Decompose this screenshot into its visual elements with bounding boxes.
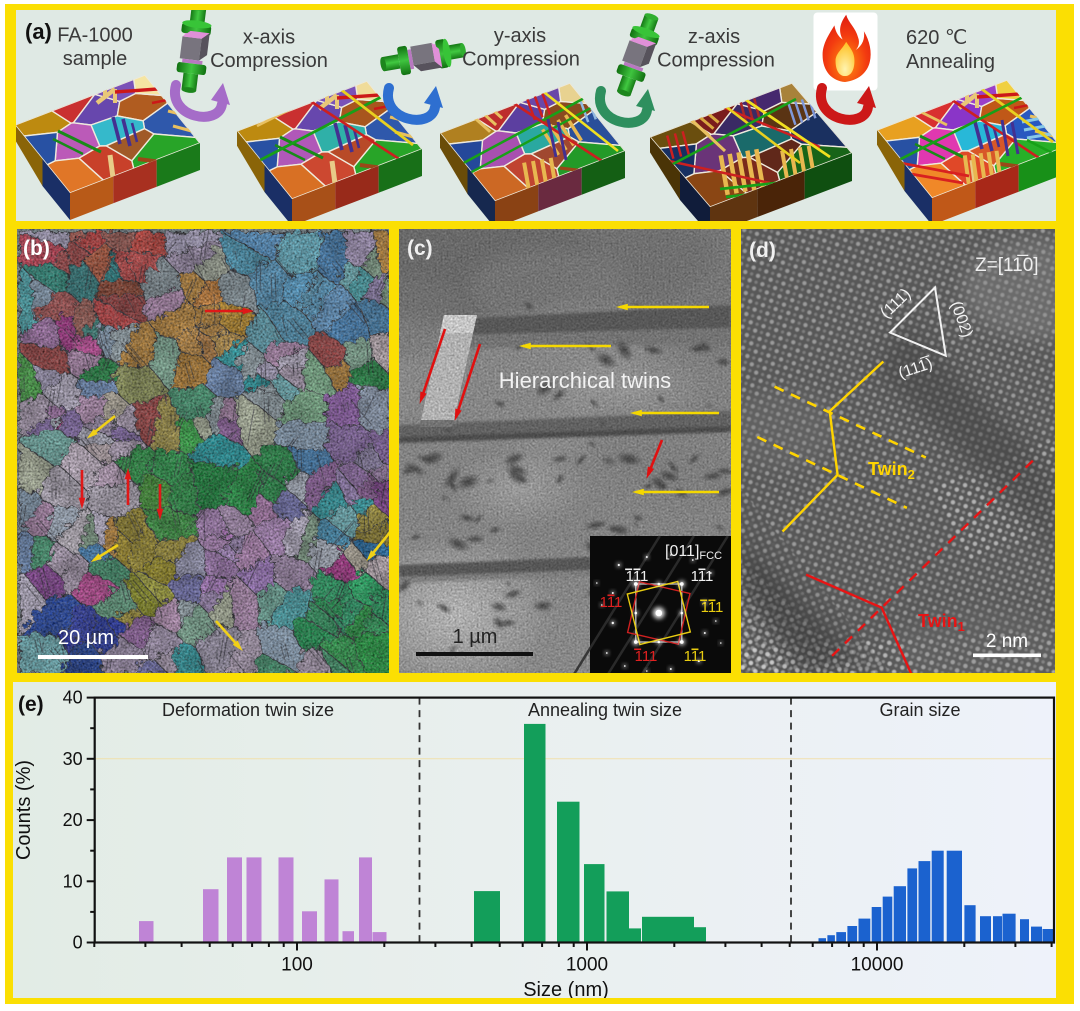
svg-text:111: 111 xyxy=(626,568,649,585)
svg-text:Hierarchical twins: Hierarchical twins xyxy=(499,368,671,393)
svg-text:Annealing: Annealing xyxy=(906,51,995,73)
svg-text:Size (nm): Size (nm) xyxy=(523,979,609,998)
svg-text:(d): (d) xyxy=(749,239,776,262)
svg-text:10: 10 xyxy=(63,871,83,891)
svg-text:z-axis: z-axis xyxy=(688,26,740,48)
svg-text:111: 111 xyxy=(635,648,658,665)
svg-text:Compression: Compression xyxy=(657,50,775,72)
svg-text:20: 20 xyxy=(63,810,83,830)
svg-text:111: 111 xyxy=(684,648,707,665)
svg-text:Compression: Compression xyxy=(462,49,580,71)
svg-text:111: 111 xyxy=(701,599,724,616)
svg-text:Grain size: Grain size xyxy=(879,700,960,720)
svg-text:Twin2: Twin2 xyxy=(868,459,915,482)
svg-text:1000: 1000 xyxy=(566,955,608,976)
svg-text:(a): (a) xyxy=(25,19,52,44)
svg-text:(b): (b) xyxy=(23,237,50,260)
svg-text:Annealing twin size: Annealing twin size xyxy=(528,700,682,720)
svg-text:Z=[11̅0]: Z=[11̅0] xyxy=(975,255,1039,276)
svg-text:Counts (%): Counts (%) xyxy=(13,760,35,860)
svg-text:y-axis: y-axis xyxy=(494,25,546,47)
svg-text:FA-1000: FA-1000 xyxy=(57,25,133,47)
svg-text:x-axis: x-axis xyxy=(243,27,295,49)
svg-text:Deformation twin size: Deformation twin size xyxy=(162,700,334,720)
svg-text:100: 100 xyxy=(281,955,313,976)
svg-text:0: 0 xyxy=(73,933,83,953)
svg-text:111: 111 xyxy=(600,594,623,611)
svg-text:sample: sample xyxy=(63,48,127,70)
svg-text:30: 30 xyxy=(63,749,83,769)
svg-text:20 µm: 20 µm xyxy=(58,627,114,649)
svg-text:(c): (c) xyxy=(407,237,433,260)
svg-text:111: 111 xyxy=(691,568,714,585)
svg-text:2 nm: 2 nm xyxy=(986,631,1028,652)
svg-text:620 ℃: 620 ℃ xyxy=(906,27,967,49)
svg-text:Compression: Compression xyxy=(210,50,328,72)
svg-text:1 µm: 1 µm xyxy=(453,626,498,648)
svg-text:10000: 10000 xyxy=(851,955,904,976)
svg-text:(e): (e) xyxy=(18,693,44,716)
svg-text:40: 40 xyxy=(63,688,83,708)
svg-text:Twin1: Twin1 xyxy=(918,611,965,634)
